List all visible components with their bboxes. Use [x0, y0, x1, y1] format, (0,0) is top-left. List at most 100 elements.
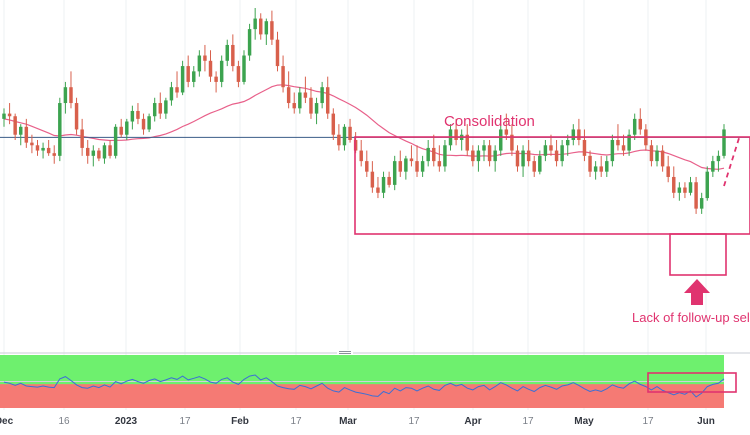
- candle-body: [420, 161, 425, 172]
- candle-body: [309, 97, 313, 114]
- candle-down: [80, 118, 84, 156]
- candle-up: [499, 124, 503, 156]
- candle-body: [63, 87, 68, 104]
- candle-down: [275, 31, 280, 72]
- candle-up: [627, 129, 631, 156]
- candle-up: [476, 145, 481, 172]
- candle-down: [214, 71, 218, 93]
- candle-up: [404, 155, 408, 180]
- candle-up: [242, 50, 246, 85]
- rsi-line: [3, 374, 725, 398]
- candle-body: [113, 126, 118, 156]
- candle-down: [46, 140, 51, 156]
- candle-body: [593, 166, 598, 172]
- candle-body: [649, 145, 654, 162]
- candle-down: [337, 124, 341, 151]
- candle-body: [599, 166, 603, 172]
- candle-down: [186, 55, 190, 88]
- candle-up: [420, 155, 425, 177]
- candle-up: [169, 81, 174, 106]
- candle-body: [521, 150, 525, 167]
- candle-body: [19, 126, 23, 135]
- x-tick-label: Apr: [464, 416, 481, 427]
- candle-body: [46, 147, 51, 154]
- candle-body: [231, 44, 235, 67]
- candle-down: [348, 118, 352, 143]
- candle-body: [616, 140, 620, 146]
- x-tick-label: 16: [58, 416, 70, 427]
- candle-body: [2, 113, 6, 119]
- candle-up: [225, 39, 229, 67]
- candle-down: [236, 60, 241, 88]
- candle-down: [136, 103, 140, 125]
- candle-body: [499, 129, 503, 151]
- candle-up: [63, 81, 68, 114]
- candle-body: [627, 134, 631, 151]
- candle-down: [69, 71, 73, 109]
- candle-down: [24, 118, 29, 148]
- candle-body: [392, 161, 397, 185]
- candle-up: [560, 140, 564, 167]
- candle-up: [711, 155, 715, 177]
- candle-body: [214, 76, 218, 82]
- candle-body: [286, 87, 291, 104]
- candle-body: [365, 161, 369, 172]
- candle-body: [164, 100, 168, 114]
- candle-up: [2, 108, 6, 127]
- candle-body: [35, 145, 40, 151]
- candle-body: [672, 176, 676, 193]
- candle-body: [683, 187, 687, 193]
- candle-body: [325, 87, 330, 114]
- pane-resize-handle[interactable]: [337, 350, 353, 356]
- candle-down: [376, 176, 380, 199]
- candle-up: [264, 18, 269, 45]
- candle-down: [621, 134, 626, 156]
- candle-body: [610, 140, 615, 162]
- candle-body: [465, 134, 469, 151]
- candle-down: [515, 145, 520, 172]
- candle-up: [253, 8, 257, 40]
- candle-down: [649, 140, 654, 167]
- candle-up: [688, 176, 693, 196]
- candle-body: [582, 140, 587, 156]
- up-arrow-icon: [684, 279, 710, 305]
- candle-body: [30, 142, 34, 146]
- rsi-pane: [0, 355, 725, 408]
- candle-down: [30, 134, 34, 154]
- candle-up: [610, 134, 615, 167]
- candle-down: [672, 166, 676, 199]
- candle-down: [638, 108, 643, 135]
- candle-body: [236, 66, 241, 82]
- candle-body: [554, 150, 559, 162]
- x-tick-label: 17: [290, 416, 302, 427]
- candle-down: [203, 44, 207, 72]
- candle-body: [398, 161, 403, 172]
- candle-body: [52, 153, 56, 156]
- candle-body: [510, 134, 514, 151]
- candle-body: [119, 126, 123, 135]
- candle-up: [716, 150, 721, 172]
- candle-up: [125, 118, 129, 140]
- candle-down: [694, 176, 698, 214]
- x-tick-label: May: [574, 416, 594, 427]
- candle-body: [632, 118, 637, 135]
- candle-body: [515, 150, 520, 167]
- candle-down: [325, 76, 330, 119]
- candle-body: [660, 150, 665, 167]
- candle-body: [677, 187, 682, 193]
- candle-down: [35, 140, 40, 156]
- candle-body: [169, 87, 174, 101]
- candle-up: [102, 142, 107, 164]
- candle-body: [197, 55, 202, 72]
- candle-body: [91, 150, 96, 156]
- candle-body: [58, 103, 62, 156]
- candle-down: [97, 147, 101, 162]
- candle-up: [314, 97, 319, 125]
- candle-body: [303, 92, 308, 98]
- candle-body: [432, 147, 436, 162]
- candle-body: [7, 113, 12, 117]
- x-tick-label: Dec: [0, 416, 14, 427]
- candle-body: [666, 166, 670, 177]
- candle-down: [158, 92, 163, 119]
